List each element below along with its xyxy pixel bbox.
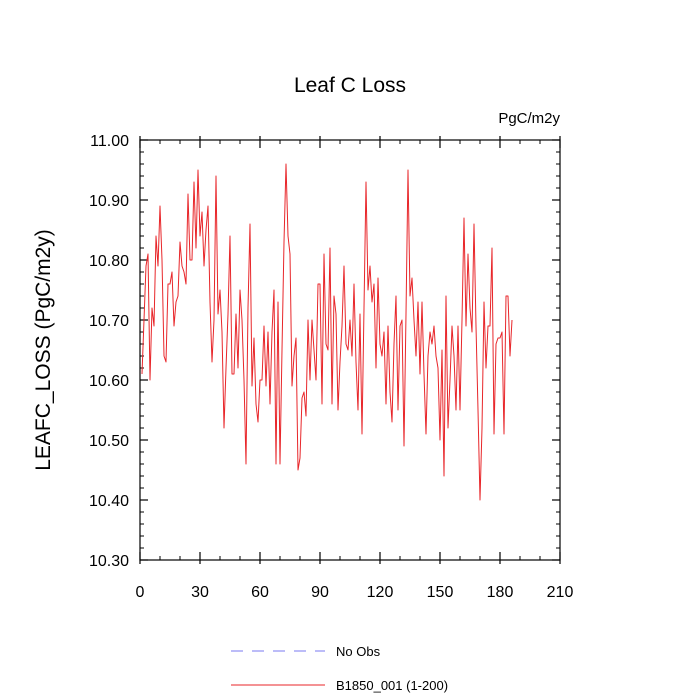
x-tick-label: 30 bbox=[191, 584, 209, 601]
series-layer bbox=[141, 163, 513, 501]
y-tick-label: 10.50 bbox=[89, 433, 129, 450]
minor-ticks bbox=[139, 139, 561, 561]
y-tick-label: 10.40 bbox=[89, 493, 129, 510]
x-tick-label: 90 bbox=[311, 584, 329, 601]
y-tick-label: 10.60 bbox=[89, 373, 129, 390]
x-tick-labels: 0 30 60 90 120 150 180 210 bbox=[136, 584, 574, 601]
x-tick-label: 150 bbox=[427, 584, 454, 601]
x-tick-label: 60 bbox=[251, 584, 269, 601]
y-axis-label: LEAFC_LOSS (PgC/m2y) bbox=[32, 229, 55, 471]
y-tick-label: 10.70 bbox=[89, 313, 129, 330]
x-tick-label: 210 bbox=[547, 584, 574, 601]
series-line-b1850-001 bbox=[141, 163, 513, 501]
x-tick-label: 120 bbox=[367, 584, 394, 601]
x-tick-label: 0 bbox=[136, 584, 145, 601]
x-tick-label: 180 bbox=[487, 584, 514, 601]
units-label: PgC/m2y bbox=[498, 110, 560, 127]
legend: No Obs B1850_001 (1-200) bbox=[231, 644, 448, 693]
y-tick-label: 10.30 bbox=[89, 553, 129, 570]
plot-frame bbox=[139, 139, 561, 561]
legend-label-b1850: B1850_001 (1-200) bbox=[336, 678, 448, 693]
legend-label-no-obs: No Obs bbox=[336, 644, 381, 659]
y-tick-label: 11.00 bbox=[90, 133, 129, 150]
y-tick-label: 10.80 bbox=[89, 253, 129, 270]
major-ticks bbox=[139, 136, 561, 564]
y-tick-label: 10.90 bbox=[89, 193, 129, 210]
y-tick-labels: 10.30 10.40 10.50 10.60 10.70 10.80 10.90 11.00 bbox=[89, 133, 129, 570]
chart-title: Leaf C Loss bbox=[294, 74, 406, 97]
